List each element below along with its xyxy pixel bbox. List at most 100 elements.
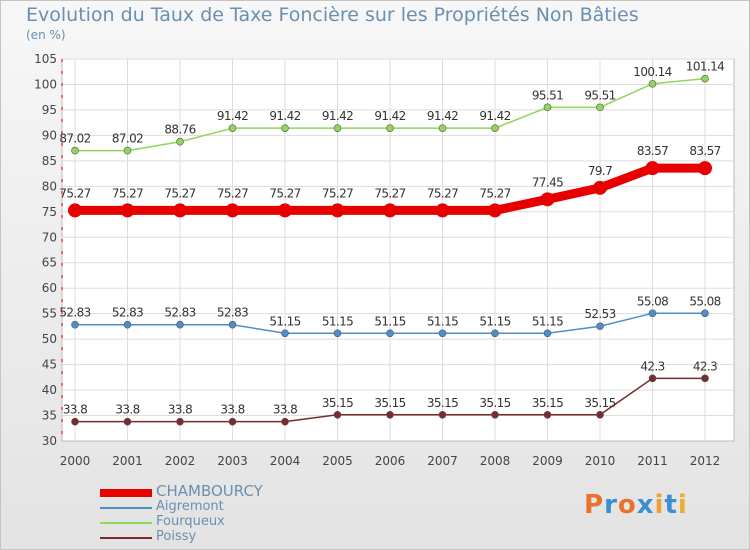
- y-tick-label: 45: [42, 358, 57, 372]
- y-tick-label: 85: [42, 154, 57, 168]
- data-label: 75.27: [374, 186, 405, 200]
- data-point: [120, 203, 135, 218]
- x-tick-label: 2001: [112, 454, 143, 468]
- data-label: 55.08: [637, 294, 668, 308]
- legend-label: Fourqueux: [156, 514, 225, 529]
- y-tick-label: 80: [42, 179, 57, 193]
- data-label: 52.83: [112, 306, 143, 320]
- data-label: 88.76: [164, 123, 195, 137]
- data-point: [648, 79, 657, 88]
- y-tick-label: 95: [42, 103, 57, 117]
- data-point: [701, 74, 709, 83]
- data-label: 51.15: [269, 314, 300, 328]
- data-label: 75.27: [112, 186, 143, 200]
- data-point: [438, 124, 447, 132]
- data-label: 51.15: [532, 314, 563, 328]
- data-point: [701, 309, 709, 318]
- data-label: 75.27: [479, 186, 510, 200]
- data-label: 91.42: [269, 109, 300, 123]
- data-point: [176, 320, 184, 329]
- data-point: [123, 417, 132, 426]
- data-label: 55.08: [689, 294, 720, 308]
- data-point: [68, 203, 82, 218]
- data-point: [333, 124, 342, 132]
- logo-letter: P: [584, 490, 605, 520]
- data-point: [645, 161, 660, 176]
- y-tick-label: 65: [42, 256, 57, 270]
- x-tick-label: 2000: [60, 454, 91, 468]
- data-point: [648, 374, 657, 383]
- data-label: 52.83: [59, 306, 90, 320]
- data-point: [698, 161, 712, 176]
- data-label: 51.15: [427, 314, 458, 328]
- x-tick-label: 2005: [322, 454, 353, 468]
- data-point: [540, 192, 555, 207]
- data-label: 51.15: [479, 314, 510, 328]
- data-point: [383, 203, 397, 218]
- data-label: 35.15: [479, 396, 510, 410]
- data-point: [386, 329, 394, 338]
- logo-letter: i: [677, 490, 688, 520]
- legend-swatch: [100, 489, 152, 497]
- data-label: 33.8: [168, 403, 192, 417]
- data-point: [648, 309, 657, 318]
- data-point: [278, 203, 292, 218]
- data-label: 75.27: [164, 186, 195, 200]
- data-point: [176, 417, 184, 426]
- data-label: 100.14: [633, 65, 671, 79]
- data-point: [173, 203, 187, 218]
- y-tick-label: 70: [42, 230, 57, 244]
- plot-area: [61, 58, 735, 442]
- data-point: [488, 203, 502, 218]
- data-point: [330, 203, 345, 218]
- data-label: 91.42: [322, 109, 353, 123]
- data-label: 83.57: [637, 144, 668, 158]
- logo-letter: r: [604, 490, 618, 520]
- data-label: 75.27: [59, 186, 90, 200]
- x-tick-label: 2003: [217, 454, 248, 468]
- data-label: 42.3: [640, 359, 664, 373]
- y-tick-label: 50: [42, 332, 57, 346]
- y-tick-label: 35: [42, 409, 57, 423]
- x-tick-label: 2007: [427, 454, 458, 468]
- data-point: [596, 103, 604, 112]
- y-tick-label: 105: [34, 52, 57, 66]
- data-point: [281, 417, 289, 426]
- legend-label: Aigremont: [156, 499, 224, 514]
- data-point: [701, 374, 709, 383]
- x-tick-label: 2012: [690, 454, 721, 468]
- data-label: 35.15: [374, 396, 405, 410]
- data-label: 91.42: [374, 109, 405, 123]
- x-tick-label: 2009: [532, 454, 563, 468]
- data-label: 91.42: [479, 109, 510, 123]
- data-point: [71, 320, 79, 329]
- data-point: [123, 146, 132, 155]
- data-point: [438, 329, 447, 338]
- data-label: 35.15: [584, 396, 615, 410]
- data-point: [386, 410, 394, 419]
- x-tick-label: 2006: [375, 454, 406, 468]
- logo-letter: i: [654, 490, 665, 520]
- chart-subtitle: (en %): [26, 28, 66, 42]
- data-label: 33.8: [115, 403, 139, 417]
- data-point: [438, 410, 447, 419]
- x-tick-label: 2011: [637, 454, 668, 468]
- data-label: 42.3: [693, 359, 717, 373]
- data-label: 101.14: [686, 60, 724, 74]
- data-point: [596, 410, 604, 419]
- data-point: [491, 124, 499, 132]
- logo-letter: t: [664, 490, 678, 520]
- legend-swatch: [100, 522, 152, 524]
- data-point: [593, 180, 607, 195]
- data-label: 35.15: [427, 396, 458, 410]
- x-tick-label: 2008: [480, 454, 511, 468]
- data-label: 95.51: [532, 88, 563, 102]
- data-point: [176, 137, 184, 146]
- data-point: [228, 320, 237, 329]
- data-label: 33.8: [220, 403, 244, 417]
- data-label: 51.15: [322, 314, 353, 328]
- data-point: [435, 203, 450, 218]
- data-point: [543, 410, 552, 419]
- legend-label: Poissy: [156, 529, 197, 544]
- chart-title: Evolution du Taux de Taxe Foncière sur l…: [26, 4, 639, 26]
